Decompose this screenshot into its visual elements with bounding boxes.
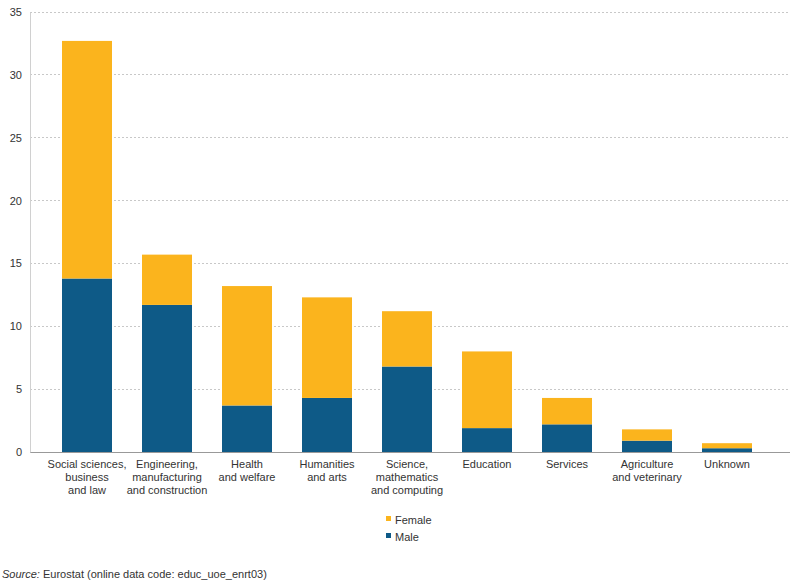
bar bbox=[142, 255, 192, 305]
y-tick: 30 bbox=[10, 69, 30, 81]
grid-line bbox=[30, 74, 790, 75]
y-tick: 5 bbox=[16, 383, 30, 395]
y-tick-label: 0 bbox=[16, 446, 22, 458]
x-tick-label: Unknown bbox=[704, 458, 750, 470]
bar bbox=[222, 286, 272, 405]
bar bbox=[382, 367, 432, 452]
bars bbox=[62, 41, 752, 452]
bar bbox=[142, 305, 192, 452]
bar bbox=[382, 311, 432, 366]
bar bbox=[622, 429, 672, 440]
bar bbox=[62, 279, 112, 452]
bar bbox=[302, 398, 352, 452]
x-tick: Education bbox=[463, 452, 512, 470]
x-tick-label: Education bbox=[463, 458, 512, 470]
bar bbox=[702, 448, 752, 452]
grid-line bbox=[30, 200, 790, 201]
x-tick: Social sciences,businessand law bbox=[48, 452, 127, 496]
x-tick: Services bbox=[546, 452, 589, 470]
y-tick-label: 25 bbox=[10, 132, 22, 144]
bar bbox=[542, 398, 592, 424]
y-tick: 20 bbox=[10, 195, 30, 207]
legend-item: Male bbox=[386, 531, 419, 543]
bar bbox=[302, 297, 352, 398]
x-tick: Agricultureand veterinary bbox=[612, 452, 682, 483]
y-tick-label: 15 bbox=[10, 257, 22, 269]
y-tick: 0 bbox=[16, 446, 30, 458]
x-tick: Healthand welfare bbox=[219, 452, 276, 483]
y-axis: 0 5 10 15 20 25 30 35 bbox=[10, 6, 31, 458]
x-tick: Science,mathematicsand computing bbox=[371, 452, 443, 496]
series-bars bbox=[62, 41, 752, 448]
y-tick-label: 5 bbox=[16, 383, 22, 395]
x-tick: Humanitiesand arts bbox=[299, 452, 355, 483]
bar bbox=[462, 351, 512, 428]
legend-swatch bbox=[386, 516, 391, 521]
grid bbox=[30, 12, 790, 452]
x-tick-label: Healthand welfare bbox=[219, 458, 276, 483]
y-tick-label: 20 bbox=[10, 195, 22, 207]
bar bbox=[462, 428, 512, 452]
chart: 0 5 10 15 20 25 30 35 Social sciences,businessan… bbox=[0, 0, 800, 583]
y-axis-line bbox=[30, 13, 31, 453]
y-tick: 15 bbox=[10, 257, 30, 269]
bar bbox=[62, 41, 112, 279]
legend-label: Female bbox=[395, 514, 432, 526]
x-axis: Social sciences,businessand lawEngineeri… bbox=[48, 452, 768, 496]
x-tick-label: Humanitiesand arts bbox=[299, 458, 355, 483]
x-tick-label: Engineering,manufacturingand constructio… bbox=[127, 458, 208, 496]
x-tick-label: Science,mathematicsand computing bbox=[371, 458, 443, 496]
bar bbox=[542, 424, 592, 452]
bar bbox=[222, 405, 272, 452]
x-tick-label: Services bbox=[546, 458, 589, 470]
legend: Female Male bbox=[386, 514, 432, 543]
bar bbox=[622, 441, 672, 452]
legend-label: Male bbox=[395, 531, 419, 543]
grid-line bbox=[30, 137, 790, 138]
y-tick: 35 bbox=[10, 6, 30, 18]
x-tick: Unknown bbox=[704, 452, 750, 470]
x-tick-label: Agricultureand veterinary bbox=[612, 458, 682, 483]
legend-swatch bbox=[386, 533, 391, 538]
x-tick-label: Social sciences,businessand law bbox=[48, 458, 127, 496]
source-note: Source: Eurostat (online data code: educ… bbox=[2, 568, 267, 580]
y-tick-label: 10 bbox=[10, 320, 22, 332]
legend-item: Female bbox=[386, 514, 432, 526]
x-axis-line bbox=[48, 452, 768, 453]
y-tick: 25 bbox=[10, 132, 30, 144]
x-tick: Engineering,manufacturingand constructio… bbox=[127, 452, 208, 496]
bar bbox=[702, 443, 752, 448]
y-tick-label: 30 bbox=[10, 69, 22, 81]
grid-line bbox=[30, 12, 790, 13]
y-tick-label: 35 bbox=[10, 6, 22, 18]
y-tick: 10 bbox=[10, 320, 30, 332]
